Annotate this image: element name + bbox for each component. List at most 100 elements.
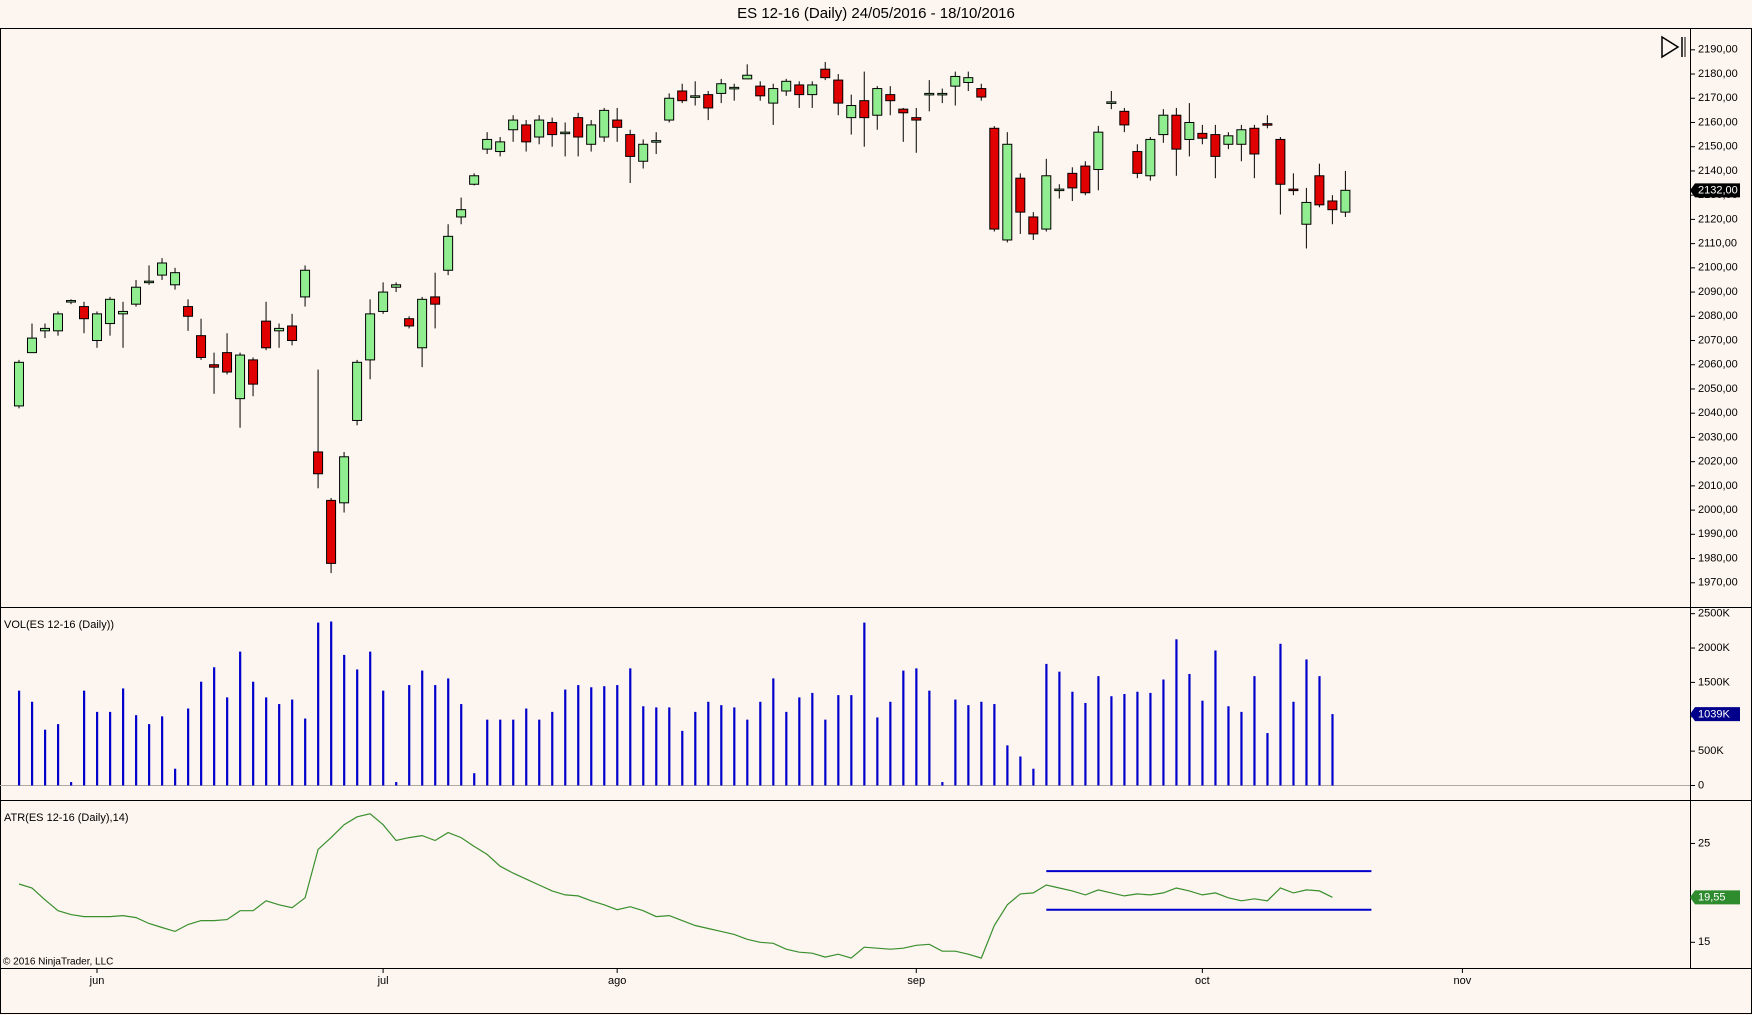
candle-body bbox=[235, 354, 246, 400]
volume-bar bbox=[395, 782, 398, 786]
candle-body bbox=[222, 352, 233, 373]
volume-bar bbox=[1071, 691, 1074, 786]
volume-bar bbox=[187, 708, 190, 786]
candle-body bbox=[52, 313, 63, 332]
volume-bar bbox=[1162, 679, 1165, 786]
volume-bar bbox=[889, 701, 892, 786]
volume-bar bbox=[174, 768, 177, 786]
y-tick-label: 2500K bbox=[1698, 608, 1730, 620]
volume-bar bbox=[161, 716, 164, 786]
candle-body bbox=[885, 94, 896, 102]
candle-body bbox=[495, 141, 506, 153]
candle-body bbox=[976, 88, 987, 98]
candle-body bbox=[469, 175, 480, 185]
candle-body bbox=[768, 88, 779, 104]
last-value-box bbox=[1690, 707, 1740, 722]
volume-bar bbox=[681, 730, 684, 786]
candle-body bbox=[26, 337, 37, 354]
copyright: © 2016 NinjaTrader, LLC bbox=[3, 957, 113, 968]
candle-body bbox=[118, 310, 129, 315]
candle-body bbox=[859, 100, 870, 119]
panel-label: VOL(ES 12-16 (Daily)) bbox=[4, 619, 114, 631]
volume-bar bbox=[1214, 650, 1217, 786]
y-tick-label: 2040,00 bbox=[1698, 407, 1738, 419]
candle-body bbox=[1223, 135, 1234, 145]
last-value-label: 1039K bbox=[1698, 708, 1730, 720]
y-tick-label: 2090,00 bbox=[1698, 286, 1738, 298]
candle-body bbox=[39, 327, 50, 332]
y-tick-label: 500K bbox=[1698, 745, 1724, 757]
candle-body bbox=[703, 94, 714, 109]
candle-body bbox=[183, 306, 194, 317]
candle-body bbox=[586, 124, 597, 145]
volume-bar bbox=[265, 697, 268, 786]
volume-bar bbox=[278, 704, 281, 786]
volume-bar bbox=[17, 690, 21, 786]
last-value-box bbox=[1690, 890, 1740, 905]
volume-bar bbox=[1123, 694, 1126, 786]
chart-title: ES 12-16 (Daily) 24/05/2016 - 18/10/2016 bbox=[737, 5, 1015, 22]
candle-body bbox=[1041, 175, 1052, 230]
candle-body bbox=[13, 361, 24, 407]
candle-body bbox=[274, 327, 285, 332]
candle-body bbox=[1288, 188, 1299, 192]
candle-body bbox=[209, 364, 220, 368]
candle-body bbox=[248, 359, 259, 385]
candle-body bbox=[521, 124, 532, 143]
volume-bar bbox=[850, 695, 853, 786]
candle-body bbox=[144, 280, 155, 284]
candle-body bbox=[612, 119, 623, 128]
volume-bar bbox=[330, 621, 333, 786]
y-tick-label: 2190,00 bbox=[1698, 44, 1738, 56]
candle-body bbox=[443, 235, 454, 271]
candle-body bbox=[1106, 101, 1117, 104]
y-tick-label: 2070,00 bbox=[1698, 334, 1738, 346]
candle-body bbox=[846, 105, 857, 119]
volume-bar bbox=[96, 711, 99, 786]
volume-bar bbox=[941, 782, 944, 786]
x-tick-label: oct bbox=[1195, 975, 1210, 987]
candle-body bbox=[599, 109, 610, 138]
candle-body bbox=[1327, 200, 1338, 211]
volume-bar bbox=[1253, 676, 1256, 786]
candle-body bbox=[950, 75, 961, 87]
volume-bar bbox=[1097, 676, 1100, 786]
volume-bar bbox=[616, 685, 619, 786]
volume-bar bbox=[954, 699, 957, 786]
candle-body bbox=[391, 284, 402, 288]
volume-bar bbox=[863, 622, 866, 786]
volume-bar bbox=[1136, 691, 1139, 786]
volume-bar bbox=[590, 687, 593, 786]
volume-bar bbox=[746, 719, 749, 786]
candle-body bbox=[170, 272, 181, 286]
candle-body bbox=[963, 77, 974, 84]
candle-body bbox=[534, 119, 545, 138]
candle-body bbox=[456, 209, 467, 218]
y-tick-label: 2180,00 bbox=[1698, 68, 1738, 80]
volume-bar bbox=[291, 699, 294, 786]
candle-body bbox=[1340, 189, 1351, 213]
candle-body bbox=[924, 92, 935, 96]
volume-bar bbox=[499, 719, 502, 786]
volume-bar bbox=[1331, 714, 1334, 786]
volume-bar bbox=[772, 678, 775, 786]
candle-body bbox=[625, 134, 636, 157]
volume-bar bbox=[239, 651, 242, 786]
volume-bar bbox=[837, 695, 840, 786]
candle-body bbox=[729, 86, 740, 90]
volume-bar bbox=[733, 707, 736, 786]
volume-bar bbox=[824, 719, 827, 786]
volume-bar bbox=[1305, 659, 1308, 786]
volume-bar bbox=[967, 705, 970, 786]
candle-body bbox=[716, 83, 727, 94]
candle-body bbox=[261, 320, 272, 349]
candle-body bbox=[1210, 134, 1221, 157]
scroll-end-icon[interactable] bbox=[1661, 35, 1686, 59]
y-tick-label: 2170,00 bbox=[1698, 92, 1738, 104]
candle-body bbox=[1002, 143, 1013, 241]
candle-body bbox=[131, 286, 142, 305]
candle-body bbox=[1080, 165, 1091, 194]
volume-bar bbox=[603, 686, 606, 786]
candle-body bbox=[872, 88, 883, 116]
